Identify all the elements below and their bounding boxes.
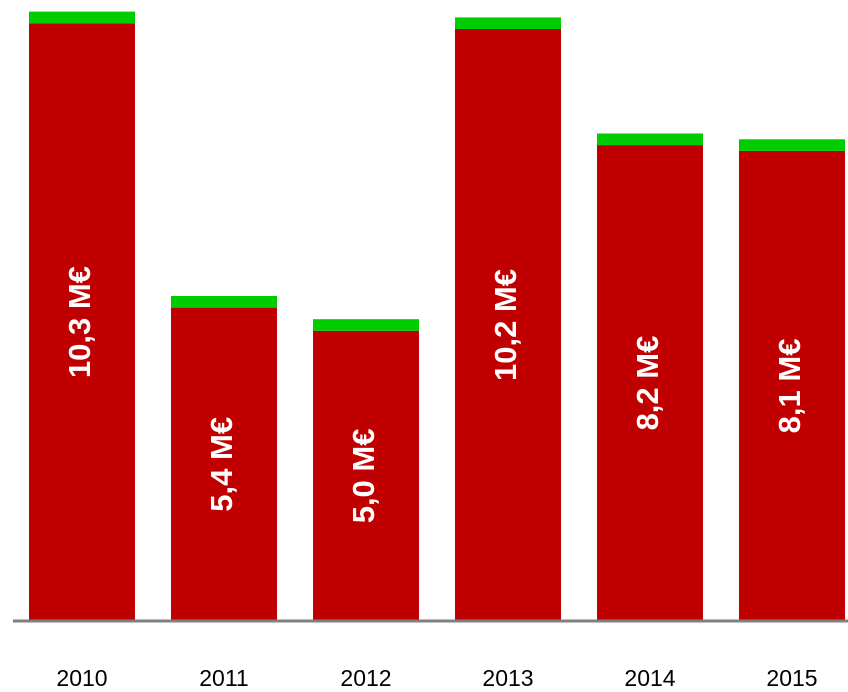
bar-segment [313,330,419,621]
bar-segment [29,11,135,24]
bar-segment [171,295,277,308]
value-label: 5,0 M€ [346,429,381,524]
bar-segment [739,139,845,151]
x-tick-label: 2010 [56,665,107,691]
bar-segment [29,23,135,621]
x-tick-label: 2014 [624,665,675,691]
x-tick-label: 2012 [340,665,391,691]
x-tick-label: 2015 [766,665,817,691]
x-tick-label: 2013 [482,665,533,691]
value-label: 10,2 M€ [488,269,523,381]
bar-segment [597,133,703,146]
bar-segment [455,17,561,30]
x-tick-label: 2011 [199,665,248,691]
bar-segment [597,145,703,622]
bar-segment [313,319,419,331]
value-label: 10,3 M€ [62,266,97,378]
value-label: 5,4 M€ [204,417,239,512]
value-label: 8,1 M€ [772,339,807,434]
value-label: 8,2 M€ [630,336,665,431]
bar-segment [455,29,561,622]
bar-segment [171,307,277,621]
bar-segment [739,150,845,621]
